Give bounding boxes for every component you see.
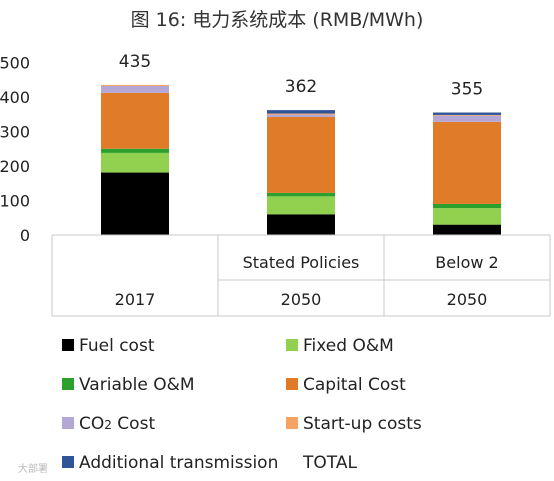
legend-swatch xyxy=(62,378,74,390)
bar-segment xyxy=(101,148,169,153)
bar-segment xyxy=(267,114,335,118)
legend-label: Fixed O&M xyxy=(303,336,394,356)
y-tick-label: 300 xyxy=(0,123,30,142)
bar-segment xyxy=(267,192,335,197)
legend-swatch xyxy=(286,339,298,351)
y-tick-label: 200 xyxy=(0,157,30,176)
bar-segment xyxy=(433,208,501,225)
category-axis-table: 2017 Stated Policies 2050 Below 2 2050 xyxy=(51,234,551,317)
total-label: 435 xyxy=(119,52,151,72)
legend-label-rest: Cost xyxy=(112,414,156,434)
watermark: 大部署 xyxy=(18,462,48,475)
legend-swatch xyxy=(62,339,74,351)
y-tick-label: 100 xyxy=(0,192,30,211)
bar-segment xyxy=(267,110,335,114)
bar-segment xyxy=(267,117,335,193)
legend-label-subscript: 2 xyxy=(104,418,112,432)
bar-segment xyxy=(267,214,335,235)
bar-segment xyxy=(433,112,501,115)
bar-segment xyxy=(433,115,501,122)
legend-swatch xyxy=(62,417,74,429)
bar-segment xyxy=(433,114,501,116)
total-labels: 435 362 355 xyxy=(119,52,483,100)
scenario-label: Stated Policies xyxy=(243,253,360,272)
year-label: 2017 xyxy=(115,290,156,309)
legend-swatch xyxy=(286,417,298,429)
bars xyxy=(101,84,501,235)
legend-swatch xyxy=(286,378,298,390)
legend-swatch xyxy=(62,456,74,468)
total-label: 362 xyxy=(285,77,317,97)
legend-label: Fuel cost xyxy=(79,336,155,356)
y-tick-label: 500 xyxy=(0,54,30,73)
legend-label: CO2 Cost xyxy=(79,414,155,434)
legend-label: Capital Cost xyxy=(303,375,406,395)
bar-segment xyxy=(433,121,501,204)
bar-segment xyxy=(101,152,169,173)
legend-label: Additional transmission xyxy=(79,453,278,473)
bar-segment xyxy=(101,172,169,235)
bar-segment xyxy=(267,113,335,115)
scenario-label: Below 2 xyxy=(435,253,498,272)
total-label: 355 xyxy=(451,80,483,100)
bar-segment xyxy=(101,92,169,149)
year-label: 2050 xyxy=(281,290,322,309)
bar-segment xyxy=(101,84,169,86)
legend-label: TOTAL xyxy=(302,453,357,473)
chart-title: 图 16: 电力系统成本 (RMB/MWh) xyxy=(131,9,424,31)
y-axis: 0 100 200 300 400 500 xyxy=(0,54,30,246)
legend-label: Variable O&M xyxy=(79,375,195,395)
year-label: 2050 xyxy=(447,290,488,309)
bar-segment xyxy=(433,203,501,209)
bar-segment xyxy=(433,224,501,235)
bar-segment xyxy=(267,196,335,215)
bar-segment xyxy=(101,85,169,93)
legend: Fuel cost Fixed O&M Variable O&M Capital Co… xyxy=(62,336,422,473)
y-tick-label: 0 xyxy=(20,226,30,245)
y-tick-label: 400 xyxy=(0,88,30,107)
legend-label: Start-up costs xyxy=(303,414,422,434)
